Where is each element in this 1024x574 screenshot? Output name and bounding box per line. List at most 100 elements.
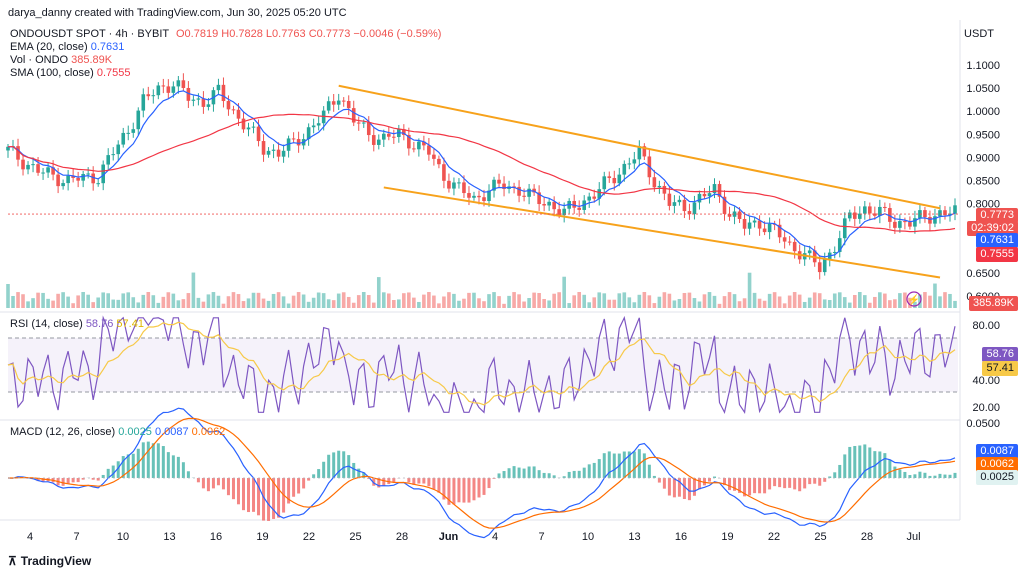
macd-histogram-bar xyxy=(517,467,521,478)
macd-histogram-bar xyxy=(597,459,601,478)
macd-histogram-bar xyxy=(562,476,566,478)
candle-body xyxy=(311,125,316,128)
candle-body xyxy=(537,192,541,205)
candle-body xyxy=(402,129,406,135)
sma-price-label: 0.7555 xyxy=(976,247,1018,262)
volume-bar xyxy=(562,276,566,308)
macd-histogram-bar xyxy=(272,478,276,519)
macd-histogram-bar xyxy=(66,478,70,484)
candle-body xyxy=(16,146,20,160)
volume-bar xyxy=(276,292,281,308)
candle-body xyxy=(346,101,351,109)
candle-body xyxy=(888,208,892,222)
macd-histogram-bar xyxy=(522,468,526,478)
macd-histogram-bar xyxy=(462,478,466,503)
macd-histogram-bar xyxy=(702,478,706,486)
macd-histogram-bar xyxy=(257,478,261,516)
candle-body xyxy=(893,221,897,228)
candle-body xyxy=(467,193,471,198)
macd-histogram-bar xyxy=(667,478,671,496)
legend-ema[interactable]: EMA (20, close) 0.7631 xyxy=(10,41,125,53)
volume-bar xyxy=(832,293,837,308)
candle-body xyxy=(852,212,857,219)
candle-body xyxy=(938,210,942,217)
volume-bar xyxy=(246,298,251,308)
volume-bar xyxy=(442,296,446,308)
rsi-value-label: 58.76 xyxy=(982,347,1018,362)
candle-body xyxy=(592,196,597,199)
x-tick-label: 4 xyxy=(492,531,498,543)
volume-bar xyxy=(306,301,311,308)
volume-bar xyxy=(612,299,617,308)
volume-bar xyxy=(376,277,381,308)
macd-histogram-bar xyxy=(903,471,907,478)
macd-histogram-bar xyxy=(848,446,852,478)
volume-bar xyxy=(422,294,426,308)
candle-body xyxy=(146,94,151,97)
candle-body xyxy=(502,183,506,189)
legend-macd[interactable]: MACD (12, 26, close) 0.0025 0.0087 0.006… xyxy=(10,426,226,438)
candle-body xyxy=(842,218,847,239)
volume-bar xyxy=(582,294,587,308)
volume-bar xyxy=(487,294,491,308)
volume-bar xyxy=(161,296,166,308)
volume-bar xyxy=(41,292,45,308)
macd-histogram-bar xyxy=(472,478,476,501)
macd-histogram-bar xyxy=(226,478,230,496)
candle-body xyxy=(622,163,627,175)
legend-sma[interactable]: SMA (100, close) 0.7555 xyxy=(10,67,131,79)
volume-bar xyxy=(617,293,622,308)
volume-bar xyxy=(737,301,742,308)
volume-bar xyxy=(457,300,461,308)
volume-bar xyxy=(883,293,887,308)
candle-body xyxy=(131,129,136,133)
macd-histogram-bar xyxy=(211,478,215,489)
candle-body xyxy=(732,211,737,217)
sma-line xyxy=(7,113,956,233)
candle-body xyxy=(351,108,356,123)
macd-histogram-bar xyxy=(482,478,486,495)
candle-body xyxy=(417,141,421,150)
volume-bar xyxy=(812,292,817,308)
legend-rsi[interactable]: RSI (14, close) 58.76 57.41 xyxy=(10,318,144,330)
x-tick-label: 25 xyxy=(349,531,361,543)
macd-value-label: 0.0087 xyxy=(976,444,1018,459)
x-tick-label: 16 xyxy=(210,531,222,543)
candle-body xyxy=(86,173,90,175)
volume-bar xyxy=(642,292,647,308)
macd-histogram-bar xyxy=(452,478,456,505)
volume-bar xyxy=(898,293,902,308)
tradingview-footer[interactable]: ⊼ TradingView xyxy=(8,554,91,568)
volume-bar xyxy=(296,292,301,308)
candle-body xyxy=(682,199,687,212)
candle-body xyxy=(637,146,642,160)
volume-bar xyxy=(868,302,872,308)
candle-body xyxy=(652,177,657,188)
candle-body xyxy=(356,122,361,124)
volume-bar xyxy=(76,295,80,308)
macd-histogram-bar xyxy=(953,472,957,478)
rsi-tick-label: 80.00 xyxy=(972,320,1000,332)
x-tick-label: 22 xyxy=(768,531,780,543)
candle-body xyxy=(868,206,872,214)
countdown-label: 02:39:02 xyxy=(967,221,1018,236)
volume-bar xyxy=(822,299,827,308)
candle-body xyxy=(747,222,752,229)
candle-body xyxy=(41,172,45,174)
volume-bar xyxy=(807,297,812,308)
channel-upper-line xyxy=(338,84,941,210)
volume-bar xyxy=(672,300,677,308)
candle-body xyxy=(381,133,386,140)
candle-body xyxy=(847,212,852,219)
macd-histogram-bar xyxy=(687,478,691,501)
volume-bar xyxy=(908,297,912,308)
macd-histogram-bar xyxy=(171,455,175,478)
legend-vol[interactable]: Vol · ONDO 385.89K xyxy=(10,54,113,66)
volume-bar xyxy=(497,296,501,308)
candle-body xyxy=(196,98,201,100)
volume-bar xyxy=(371,302,376,308)
candle-body xyxy=(126,132,131,134)
macd-histogram-bar xyxy=(151,443,155,478)
volume-bar xyxy=(156,302,161,308)
